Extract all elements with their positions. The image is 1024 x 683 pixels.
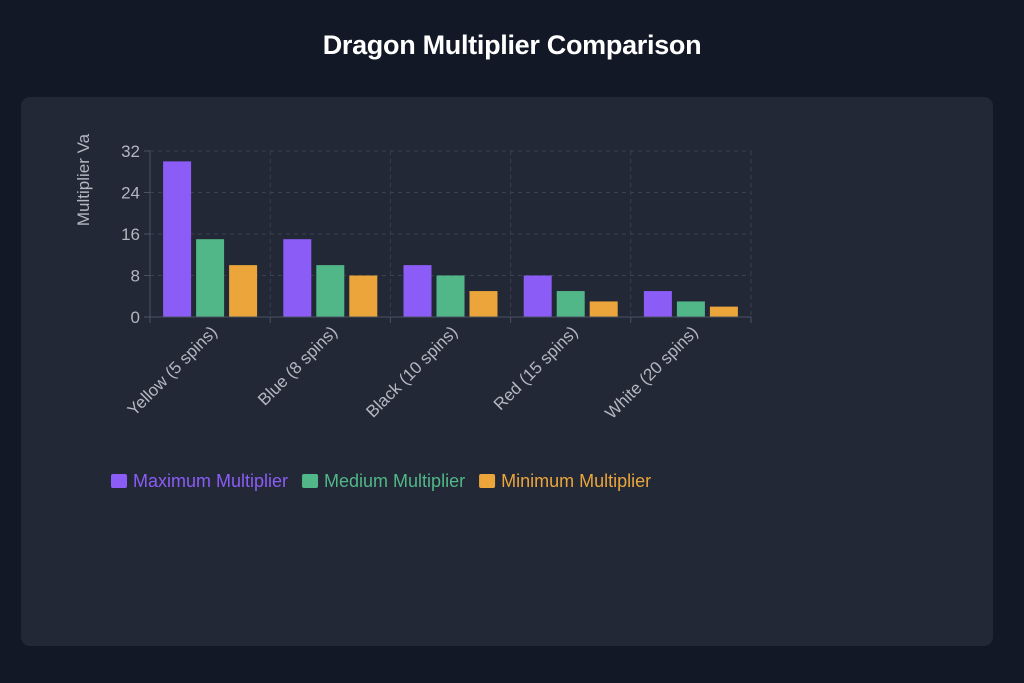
bar-medium-multiplier[interactable] (316, 265, 345, 317)
legend-label: Minimum Multiplier (501, 471, 651, 491)
y-tick-label: 16 (121, 225, 140, 244)
legend-item[interactable]: Minimum Multiplier (479, 471, 651, 491)
legend-swatch (479, 474, 496, 488)
bar-medium-multiplier[interactable] (676, 301, 705, 317)
y-tick-label: 0 (131, 308, 140, 327)
x-tick-labels: Yellow (5 spins) Blue (8 spins) Black (10 … (124, 322, 702, 422)
y-tick-label: 24 (121, 184, 140, 203)
x-tick-label: Red (15 spins) (490, 322, 582, 414)
bar-minimum-multiplier[interactable] (469, 291, 498, 317)
y-tick-labels: 0 8 16 24 32 (121, 142, 140, 327)
bar-maximum-multiplier[interactable] (403, 265, 432, 317)
legend-label: Medium Multiplier (324, 471, 465, 491)
page-title: Dragon Multiplier Comparison (322, 30, 702, 60)
bar-maximum-multiplier[interactable] (523, 275, 552, 318)
bar-maximum-multiplier[interactable] (163, 161, 192, 317)
bar-medium-multiplier[interactable] (196, 239, 225, 317)
bar-maximum-multiplier[interactable] (643, 291, 672, 317)
x-tick-label: Blue (8 spins) (254, 322, 341, 409)
y-tick-label: 32 (121, 142, 140, 161)
legend-label: Maximum Multiplier (133, 471, 288, 491)
axes (144, 150, 752, 323)
bar-minimum-multiplier[interactable] (589, 301, 618, 317)
bar-medium-multiplier[interactable] (436, 275, 465, 318)
x-tick-label: Yellow (5 spins) (124, 322, 221, 419)
bar-medium-multiplier[interactable] (556, 291, 585, 317)
legend-item[interactable]: Maximum Multiplier (111, 471, 288, 491)
y-tick-label: 8 (131, 267, 140, 286)
bar-maximum-multiplier[interactable] (283, 239, 312, 317)
legend-swatch (111, 474, 127, 488)
x-tick-label: Black (10 spins) (362, 322, 461, 421)
bar-minimum-multiplier[interactable] (349, 275, 378, 318)
bars (163, 161, 738, 317)
legend[interactable]: Maximum Multiplier Medium Multiplier Minim… (111, 471, 651, 491)
grid-lines (150, 150, 752, 317)
x-tick-label: White (20 spins) (601, 322, 701, 422)
bar-minimum-multiplier[interactable] (709, 306, 738, 317)
y-axis-title: Multiplier Va (74, 133, 93, 226)
bar-minimum-multiplier[interactable] (229, 265, 258, 317)
legend-item[interactable]: Medium Multiplier (302, 471, 465, 491)
legend-swatch (302, 474, 319, 488)
